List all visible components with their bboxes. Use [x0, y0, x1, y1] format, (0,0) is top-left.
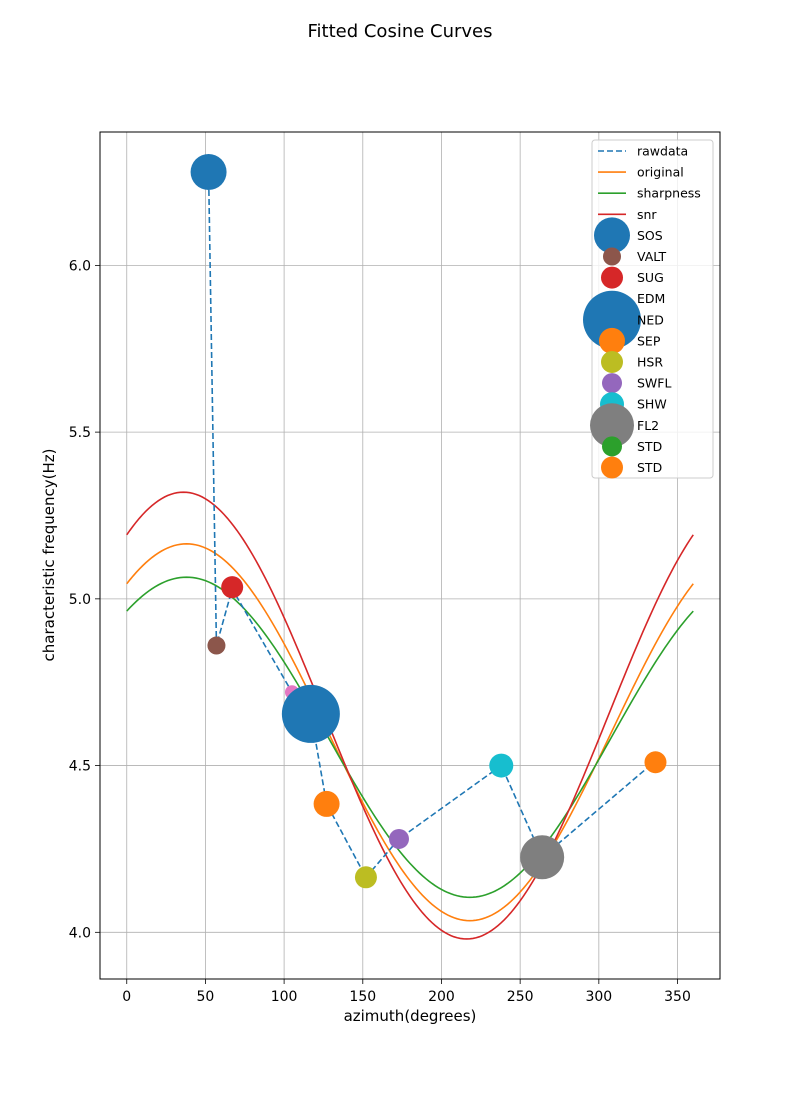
legend-marker	[601, 456, 623, 479]
legend-marker	[601, 266, 623, 289]
legend-entry-std: STD	[601, 456, 662, 479]
x-tick-label: 50	[197, 989, 215, 1005]
legend-entry-swfl: SWFL	[602, 373, 671, 394]
legend-label: rawdata	[637, 144, 688, 159]
legend-entry-sug: SUG	[601, 266, 664, 289]
legend-label: SWFL	[637, 376, 671, 391]
legend-entry-ned: NED	[583, 290, 664, 349]
x-tick-label: 350	[664, 989, 691, 1005]
marker-sos	[190, 154, 227, 191]
y-tick-label: 6.0	[69, 258, 91, 274]
y-tick-label: 4.5	[69, 759, 91, 775]
fitted-curves	[126, 491, 694, 940]
marker-sug	[221, 576, 244, 599]
legend-marker	[594, 217, 630, 254]
legend-marker	[599, 327, 625, 354]
legend-label: FL2	[637, 418, 659, 433]
rawdata-line	[207, 172, 655, 879]
legend-label: STD	[637, 460, 662, 475]
legend-marker	[601, 351, 623, 373]
legend-label: SOS	[637, 228, 663, 243]
x-axis-ticks: 0 50 100 150 200 250 300 350	[122, 979, 691, 1005]
legend-marker	[583, 290, 641, 349]
legend-marker	[603, 247, 621, 266]
legend-label: original	[637, 165, 684, 180]
curve-sharpness	[126, 576, 694, 899]
legend-label: SEP	[637, 333, 661, 348]
marker-std	[644, 751, 667, 774]
legend-label: VALT	[637, 249, 667, 264]
x-tick-label: 150	[349, 989, 376, 1005]
legend-label: STD	[637, 439, 662, 454]
x-axis-label: azimuth(degrees)	[344, 1007, 477, 1025]
marker-hsr	[354, 866, 377, 889]
legend-label: SUG	[637, 270, 664, 285]
legend-entry-sos: SOS	[594, 217, 663, 254]
station-markers	[190, 154, 667, 889]
legend-marker	[602, 373, 622, 394]
legend-entry-hsr: HSR	[601, 351, 663, 373]
marker-shw	[489, 753, 514, 778]
legend-label: HSR	[637, 355, 663, 370]
y-axis-label: characteristic frequency(Hz)	[40, 449, 58, 662]
legend-entry-fl2: FL2	[590, 403, 659, 448]
y-tick-label: 4.0	[69, 925, 91, 941]
curve-snr	[126, 491, 694, 940]
legend-label: EDM	[637, 291, 665, 306]
marker-ned	[281, 684, 340, 743]
marker-swfl	[388, 828, 409, 849]
legend-label: SHW	[637, 397, 667, 412]
y-axis-ticks: 4.0 4.5 5.0 5.5 6.0	[69, 258, 100, 941]
marker-valt	[207, 636, 226, 655]
rawdata-series	[207, 172, 655, 879]
y-tick-label: 5.0	[69, 592, 91, 608]
x-tick-label: 300	[585, 989, 612, 1005]
y-tick-label: 5.5	[69, 425, 91, 441]
legend-label: sharpness	[637, 186, 701, 201]
x-tick-label: 0	[122, 989, 131, 1005]
marker-fl2	[520, 835, 565, 880]
marker-sep	[313, 790, 340, 817]
legend-entry-rawdata: rawdata	[598, 144, 688, 159]
legend-entry-sep: SEP	[599, 327, 661, 354]
x-tick-label: 250	[507, 989, 534, 1005]
x-tick-label: 100	[271, 989, 298, 1005]
legend-label: NED	[637, 312, 664, 327]
legend-entry-sharpness: sharpness	[598, 186, 701, 201]
legend: rawdata original sharpness snr SOS VALT SUG EDM…	[583, 139, 714, 479]
legend-entry-std: STD	[602, 436, 662, 457]
legend-entry-original: original	[598, 165, 684, 180]
legend-marker	[590, 403, 634, 448]
chart-title: Fitted Cosine Curves	[307, 21, 492, 42]
legend-label: snr	[637, 207, 657, 222]
legend-marker	[602, 436, 622, 457]
x-tick-label: 200	[428, 989, 455, 1005]
legend-entry-snr: snr	[598, 207, 657, 222]
legend-entry-valt: VALT	[603, 247, 667, 266]
plot-frame	[99, 131, 721, 980]
